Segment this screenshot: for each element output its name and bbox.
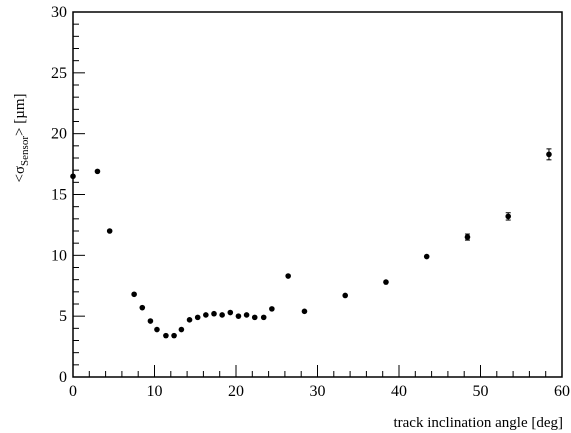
data-point [70, 173, 76, 180]
y-axis-label-subscript: Sensor [19, 136, 31, 166]
data-point [139, 304, 146, 311]
data-point [147, 318, 154, 324]
data-points [70, 148, 552, 339]
y-axis-label-prefix: <σ [12, 166, 28, 183]
x-axis-ticks [72, 365, 563, 377]
data-point [546, 151, 552, 158]
x-tick-label: 60 [554, 383, 570, 400]
data-point [154, 326, 160, 333]
y-axis-label: <σSensor> [µm] [12, 93, 31, 182]
data-point [211, 310, 217, 317]
x-tick-label: 30 [310, 383, 326, 400]
y-tick-label: 15 [51, 187, 67, 204]
data-point [285, 273, 291, 279]
y-axis-ticks [73, 11, 85, 378]
y-tick-label: 10 [51, 247, 67, 264]
x-axis-tick-labels: 0 10 20 30 40 50 60 [69, 383, 570, 400]
data-point [251, 314, 258, 321]
data-point [227, 309, 234, 316]
y-tick-label: 20 [51, 126, 67, 143]
y-tick-label: 30 [51, 4, 67, 21]
data-point [94, 168, 101, 175]
data-point [505, 213, 512, 220]
x-tick-label: 40 [391, 383, 407, 400]
data-point [342, 292, 349, 299]
data-point [219, 312, 225, 318]
x-tick-label: 50 [473, 383, 489, 400]
data-point [269, 306, 275, 312]
data-point [383, 279, 389, 285]
y-tick-label: 5 [59, 308, 67, 325]
x-tick-label: 10 [147, 383, 163, 400]
data-point [194, 314, 201, 321]
data-point [106, 228, 113, 234]
data-point [260, 314, 267, 321]
y-axis-tick-labels: 0 5 10 15 20 25 30 [51, 4, 67, 386]
data-point [178, 326, 185, 333]
data-point [203, 312, 209, 318]
data-point [464, 234, 471, 240]
y-axis-label-suffix: > [µm] [12, 93, 28, 136]
data-point [186, 317, 193, 323]
y-tick-label: 0 [59, 369, 67, 386]
x-axis-label: track inclination angle [deg] [393, 415, 563, 431]
data-point [171, 332, 177, 339]
x-tick-label: 0 [69, 383, 77, 400]
data-point [243, 312, 250, 318]
plot-frame [72, 11, 563, 378]
data-point [163, 332, 169, 339]
x-tick-label: 20 [228, 383, 244, 400]
data-point [235, 313, 242, 319]
data-point [301, 308, 308, 315]
data-point [423, 253, 430, 260]
y-tick-label: 25 [51, 65, 67, 82]
data-point [131, 291, 137, 298]
